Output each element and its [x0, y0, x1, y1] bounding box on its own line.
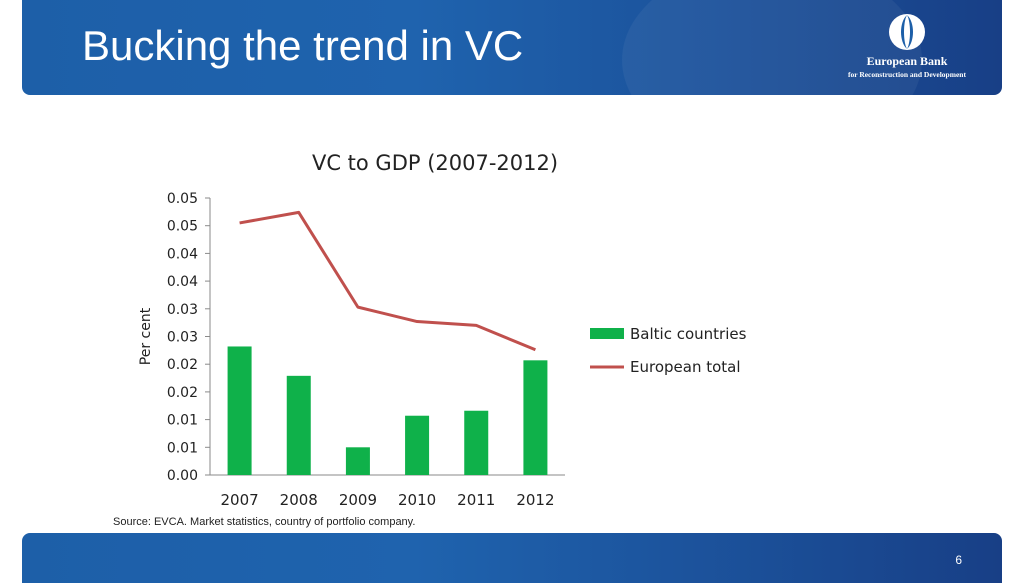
vc-gdp-chart: VC to GDP (2007-2012) Per cent 0.000.010…	[120, 135, 760, 515]
y-tick-label: 0.01	[167, 440, 198, 456]
bar-2008	[287, 376, 311, 475]
x-tick-label: 2010	[398, 491, 436, 509]
logo-subtitle: for Reconstruction and Development	[822, 70, 992, 79]
y-tick-label: 0.05	[167, 219, 198, 235]
chart-title: VC to GDP (2007-2012)	[312, 151, 558, 175]
y-tick-label: 0.02	[167, 385, 198, 401]
bar-2009	[346, 447, 370, 475]
ebrd-logo-icon	[885, 12, 929, 52]
chart-axes	[205, 198, 565, 475]
y-tick-label: 0.04	[167, 274, 198, 290]
y-tick-label: 0.01	[167, 413, 198, 429]
y-tick-label: 0.04	[167, 246, 198, 262]
bar-2012	[523, 360, 547, 475]
european-total-line	[240, 212, 536, 349]
x-tick-label: 2011	[457, 491, 495, 509]
bar-2007	[228, 346, 252, 475]
x-tick-label: 2012	[516, 491, 554, 509]
legend-label-baltic: Baltic countries	[630, 325, 747, 343]
slide-title: Bucking the trend in VC	[82, 22, 523, 70]
x-tick-labels: 2007 2008 2009 2010 2011 2012	[220, 491, 554, 509]
x-tick-label: 2007	[220, 491, 258, 509]
bar-series	[228, 346, 548, 475]
bar-2010	[405, 416, 429, 475]
y-tick-labels: 0.00 0.01 0.01 0.02 0.02 0.03 0.03 0.04 0.04 0.05…	[167, 191, 198, 484]
y-tick-label: 0.02	[167, 357, 198, 373]
slide-header: Bucking the trend in VC European Bank fo…	[22, 0, 1002, 95]
bar-2011	[464, 411, 488, 475]
ebrd-logo: European Bank for Reconstruction and Dev…	[822, 12, 992, 87]
y-tick-label: 0.05	[167, 191, 198, 207]
x-tick-label: 2008	[280, 491, 318, 509]
x-tick-label: 2009	[339, 491, 377, 509]
line-series	[239, 212, 535, 350]
page-number: 6	[955, 553, 962, 567]
y-tick-label: 0.00	[167, 468, 198, 484]
y-tick-label: 0.03	[167, 330, 198, 346]
y-tick-label: 0.03	[167, 302, 198, 318]
y-axis-label: Per cent	[138, 307, 154, 365]
logo-name: European Bank	[822, 54, 992, 69]
chart-legend: Baltic countries European total	[590, 325, 747, 376]
source-note: Source: EVCA. Market statistics, country…	[113, 516, 415, 528]
legend-swatch-baltic	[590, 328, 624, 339]
legend-label-european: European total	[630, 358, 741, 376]
